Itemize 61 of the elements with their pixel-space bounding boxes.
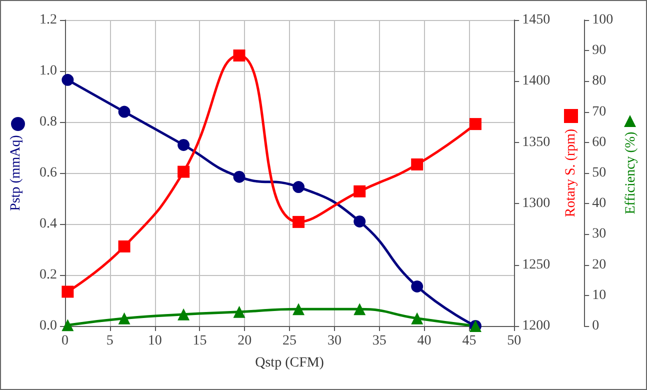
- y2-tick-label: 1400: [522, 74, 550, 89]
- y-tick-label: 0.6: [40, 166, 57, 180]
- y2-axis-title: Rotary S. (rpm): [564, 128, 579, 218]
- y-axis-title: Pstp (mmAq): [8, 134, 24, 211]
- point: [354, 185, 366, 198]
- y3-tick-label: 40: [592, 196, 606, 212]
- point: [233, 49, 246, 62]
- x-tick-label: 20: [238, 334, 252, 348]
- point: [62, 286, 74, 298]
- y3-tick-label: 70: [592, 104, 606, 120]
- point: [292, 303, 305, 316]
- x-tick-label: 30: [327, 334, 342, 348]
- y-tick-label: 0.0: [40, 318, 57, 334]
- x-tick-label: 45: [462, 334, 476, 348]
- y3-tick-label: 30: [592, 226, 606, 242]
- y3-tick-label: 50: [592, 166, 606, 180]
- y3-tick-label: 100: [592, 12, 614, 28]
- y2-tick-label: 1300: [522, 196, 550, 212]
- y-tick-label: 1.0: [40, 64, 57, 78]
- point: [354, 303, 366, 316]
- y-tick-label: 1.2: [40, 12, 57, 28]
- point: [292, 216, 305, 228]
- y3-tick-label: 60: [592, 134, 606, 150]
- y2-tick-label: 1450: [522, 12, 550, 28]
- point: [118, 106, 130, 118]
- y3-tick-label: 90: [592, 43, 606, 58]
- y3-axis-title: Efficiency (%): [624, 131, 638, 214]
- y-tick-label: 0.4: [40, 216, 57, 232]
- point: [411, 158, 424, 170]
- y3-tick-label: 0: [592, 318, 600, 334]
- point: [233, 170, 246, 183]
- point: [469, 118, 482, 130]
- y3-tick-label: 10: [592, 288, 606, 303]
- y2-tick-label: 1200: [522, 318, 550, 334]
- x-tick-label: 25: [282, 334, 297, 348]
- point: [118, 240, 130, 252]
- y3-tick-label: 20: [592, 257, 606, 272]
- point: [292, 181, 305, 194]
- point: [178, 308, 190, 320]
- point: [354, 215, 366, 228]
- x-tick-label: 35: [372, 334, 386, 348]
- x-axis-title: Qstp (CFM): [255, 356, 324, 370]
- y2-tick-label: 1350: [522, 134, 550, 150]
- y-tick-label: 0.2: [40, 268, 57, 282]
- point: [411, 280, 424, 292]
- x-tick-label: 5: [106, 334, 114, 348]
- point: [62, 319, 74, 332]
- x-tick-label: 40: [417, 334, 432, 348]
- point: [178, 166, 190, 178]
- y3-tick-label: 80: [592, 74, 606, 89]
- point: [178, 138, 190, 151]
- point: [233, 306, 246, 318]
- x-tick-label: 50: [507, 334, 522, 348]
- point: [62, 74, 74, 86]
- y2-tick-label: 1250: [522, 257, 550, 272]
- x-tick-label: 15: [192, 334, 207, 348]
- x-tick-label: 10: [148, 334, 162, 348]
- x-tick-label: 0: [62, 334, 68, 348]
- point: [118, 312, 130, 324]
- point: [411, 312, 424, 324]
- y-tick-label: 0.8: [40, 114, 57, 130]
